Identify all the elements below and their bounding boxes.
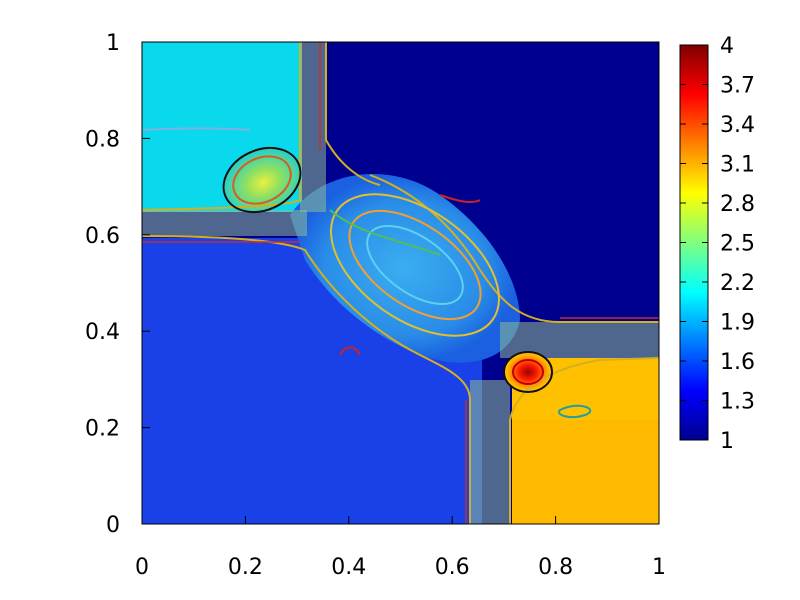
vortex-upper-left <box>223 147 301 213</box>
colorbar-tick-label: 1 <box>720 429 734 454</box>
colorbar-tick-label: 3.4 <box>720 113 755 138</box>
vortex-lower-right <box>504 352 552 392</box>
x-tick-label: 1 <box>652 555 666 580</box>
colorbar-tick-label: 1.6 <box>720 350 755 375</box>
colorbar-tick-label: 2.2 <box>720 271 755 296</box>
x-tick-label: 0.6 <box>435 555 470 580</box>
x-tick-label: 0.4 <box>331 555 366 580</box>
band-vertical-top <box>300 42 326 212</box>
y-tick-label: 0.2 <box>85 417 120 442</box>
colorbar-tick-label: 3.7 <box>720 74 755 99</box>
contour-field <box>142 42 659 524</box>
colorbar-tick-label: 2.8 <box>720 192 755 217</box>
colorbar-tick-label: 1.9 <box>720 311 755 336</box>
colorbar-tick-label: 4 <box>720 34 734 59</box>
y-tick-label: 0.4 <box>85 320 120 345</box>
colorbar-tick-label: 3.1 <box>720 153 755 178</box>
band-horizontal-left <box>142 210 307 236</box>
y-tick-label: 0 <box>106 513 120 538</box>
band-vertical-bottom <box>470 380 510 524</box>
y-tick-label: 1 <box>106 31 120 56</box>
colorbar-tick-label: 2.5 <box>720 232 755 257</box>
colorbar-axis: 1 1.3 1.6 1.9 2.2 2.5 2.8 3.1 3.4 3.7 4 <box>680 34 755 454</box>
y-axis: 0 0.2 0.4 0.6 0.8 1 <box>85 31 150 538</box>
plot-frame <box>141 41 660 525</box>
x-tick-label: 0.8 <box>538 555 573 580</box>
x-tick-label: 0.2 <box>228 555 263 580</box>
y-tick-label: 0.6 <box>85 224 120 249</box>
y-tick-label: 0.8 <box>85 127 120 152</box>
colorbar-tick-label: 1.3 <box>720 390 755 415</box>
x-axis: 0 0.2 0.4 0.6 0.8 1 <box>135 516 666 580</box>
x-tick-label: 0 <box>135 555 149 580</box>
